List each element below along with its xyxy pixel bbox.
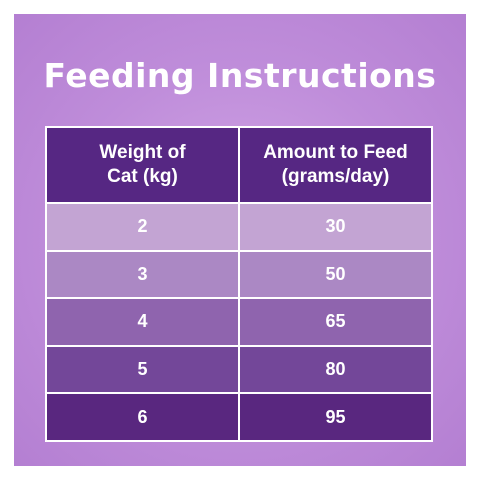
amount-cell: 50 [238,249,431,299]
weight-cell: 4 [47,297,239,346]
page-title: Feeding Instructions [43,56,437,95]
weight-cell: 3 [47,249,239,299]
header-weight-line2: Cat (kg) [107,166,178,187]
amount-cell: 80 [238,344,431,394]
table-row: 5 80 [47,344,431,394]
feeding-table-grid: Weight of Cat (kg) Amount to Feed (grams… [47,128,431,440]
weight-cell: 2 [47,202,239,251]
feeding-table: Weight of Cat (kg) Amount to Feed (grams… [45,126,433,442]
amount-cell: 95 [238,392,431,440]
table-row: 4 65 [47,297,431,346]
header-amount-line2: (grams/day) [281,166,390,187]
table-row: 3 50 [47,249,431,299]
weight-cell: 6 [47,392,239,440]
table-row: 2 30 [47,202,431,251]
header-weight-line1: Weight of [99,142,186,163]
header-amount: Amount to Feed (grams/day) [238,128,431,203]
amount-cell: 65 [238,297,431,346]
amount-cell: 30 [238,202,431,251]
header-amount-line1: Amount to Feed [263,142,408,163]
feeding-instructions-panel: Feeding Instructions Weight of Cat (kg) … [14,14,466,466]
header-weight: Weight of Cat (kg) [47,128,239,203]
table-header-row: Weight of Cat (kg) Amount to Feed (grams… [47,128,431,203]
weight-cell: 5 [47,344,239,394]
table-row: 6 95 [47,392,431,440]
